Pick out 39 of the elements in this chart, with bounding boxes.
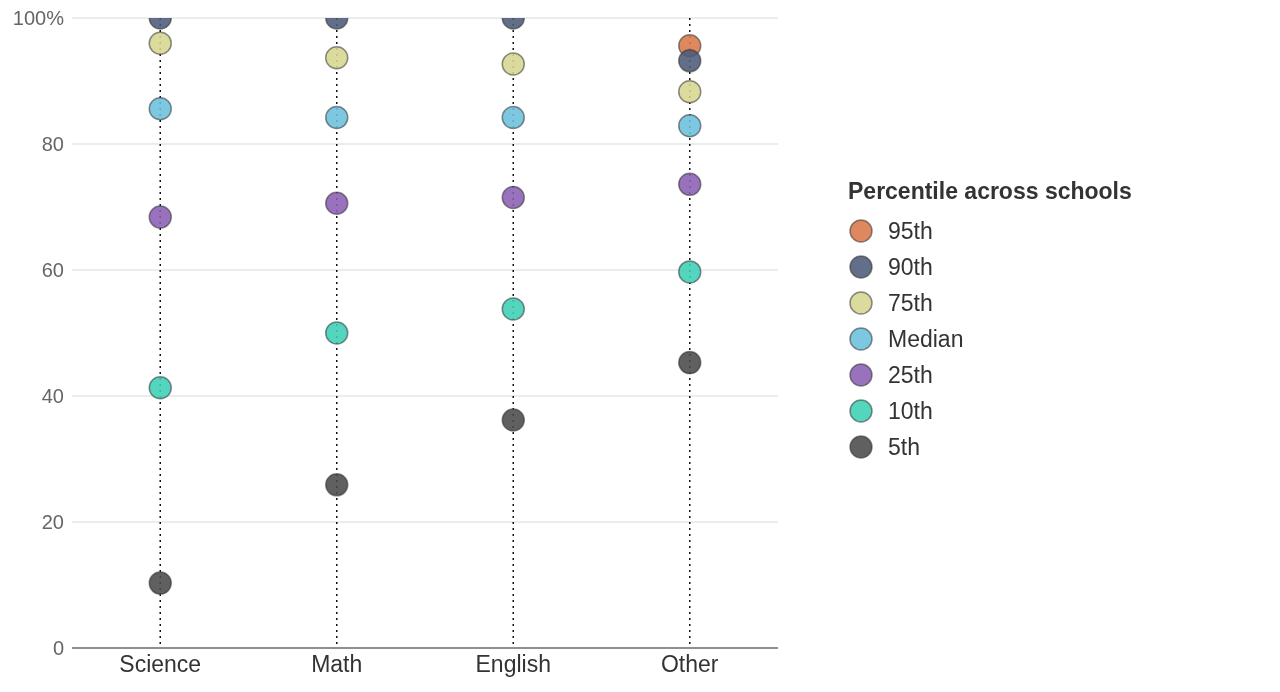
- point: [678, 350, 702, 375]
- legend-label: 5th: [888, 433, 920, 461]
- point: [325, 191, 349, 215]
- legend-label: 90th: [888, 253, 933, 281]
- legend-label: Median: [888, 325, 964, 353]
- y-tick-label: 80: [41, 133, 64, 156]
- legend-label: 75th: [888, 289, 933, 317]
- point: [148, 571, 172, 595]
- y-tick-label: 100%: [12, 7, 65, 30]
- point: [678, 79, 702, 104]
- y-tick-label: 20: [41, 511, 64, 534]
- legend-label: 95th: [888, 217, 933, 245]
- point: [325, 105, 349, 130]
- point: [148, 205, 172, 229]
- point: [501, 52, 525, 76]
- point: [148, 376, 172, 400]
- y-tick-label: 60: [41, 259, 64, 282]
- point: [501, 408, 525, 432]
- point: [678, 113, 702, 138]
- point: [501, 105, 525, 130]
- legend-label: 25th: [888, 361, 933, 389]
- y-tick-label: 40: [41, 385, 64, 408]
- legend-title: Percentile across schools: [848, 178, 1132, 205]
- point: [678, 49, 702, 73]
- y-tick-label: 0: [52, 637, 64, 660]
- x-tick-label: English: [475, 651, 551, 678]
- point: [148, 96, 172, 121]
- point: [678, 172, 702, 197]
- point: [325, 321, 349, 345]
- x-tick-label: Other: [660, 651, 719, 678]
- legend-label: 10th: [888, 397, 933, 425]
- x-tick-label: Math: [311, 651, 363, 678]
- point: [148, 31, 172, 55]
- point: [501, 297, 525, 321]
- point: [678, 260, 702, 284]
- point: [501, 185, 525, 210]
- x-tick-label: Science: [119, 651, 202, 678]
- point: [325, 473, 349, 497]
- point: [325, 45, 349, 70]
